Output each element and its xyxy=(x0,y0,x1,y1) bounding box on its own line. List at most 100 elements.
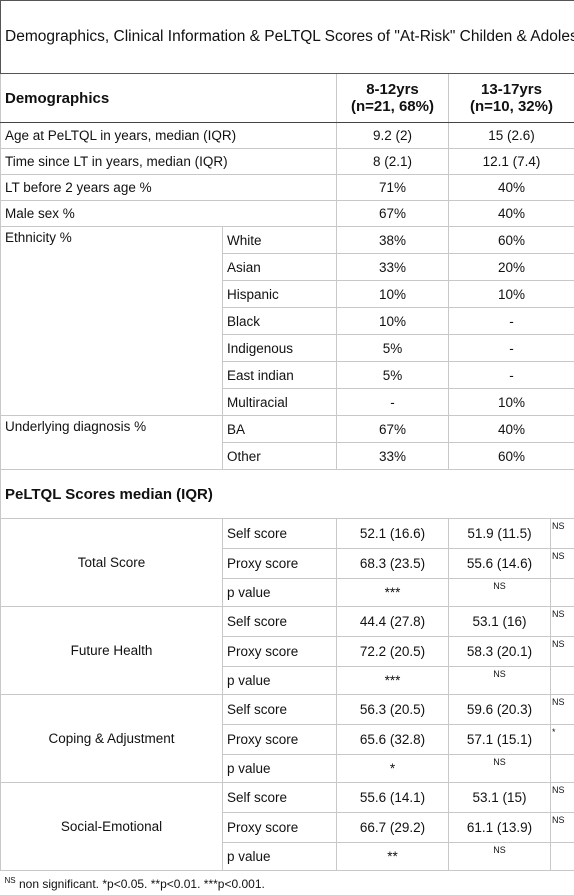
cell-value: 40% xyxy=(449,416,574,443)
cell-value: 12.1 (7.4) xyxy=(449,149,574,175)
cell-value: 60% xyxy=(449,227,574,254)
cell-value: 9.2 (2) xyxy=(337,123,449,149)
sub-label: Hispanic xyxy=(223,281,337,308)
section-label: Coping & Adjustment xyxy=(1,695,223,783)
cell-value: 10% xyxy=(449,281,574,308)
cell-value: 55.6 (14.1) xyxy=(337,783,449,813)
cell-value: 72.2 (20.5) xyxy=(337,637,449,667)
header-label: Demographics xyxy=(1,74,337,123)
sub-label: Self score xyxy=(223,783,337,813)
cell-value: 5% xyxy=(337,335,449,362)
cell-value: *** xyxy=(337,579,449,607)
cell-value: ** xyxy=(337,843,449,871)
cell-value: 8 (2.1) xyxy=(337,149,449,175)
footnote: NS non significant. *p<0.05. **p<0.01. *… xyxy=(1,871,574,895)
sub-label: Proxy score xyxy=(223,813,337,843)
significance-note: NS xyxy=(551,783,574,813)
sub-label: p value xyxy=(223,843,337,871)
cell-value: 68.3 (23.5) xyxy=(337,549,449,579)
footnote-text: non significant. *p<0.05. **p<0.01. ***p… xyxy=(19,877,265,891)
cell-value: 44.4 (27.8) xyxy=(337,607,449,637)
cell-value: 58.3 (20.1) xyxy=(449,637,551,667)
table-row: Demographics, Clinical Information & PeL… xyxy=(1,1,574,74)
cell-value: 57.1 (15.1) xyxy=(449,725,551,755)
significance-note: NS xyxy=(551,519,574,549)
page: Demographics, Clinical Information & PeL… xyxy=(0,0,574,864)
group-name: 13-17yrs xyxy=(453,81,570,98)
sub-label: Proxy score xyxy=(223,725,337,755)
cell-value: NS xyxy=(449,843,551,871)
cell-value: - xyxy=(337,389,449,416)
header-group: 13-17yrs(n=10, 32%) xyxy=(449,74,574,123)
scores-heading: PeLTQL Scores median (IQR) xyxy=(1,470,574,519)
cell-value: 33% xyxy=(337,254,449,281)
significance-note: NS xyxy=(551,813,574,843)
cell-value: 61.1 (13.9) xyxy=(449,813,551,843)
cell-value: 53.1 (16) xyxy=(449,607,551,637)
sub-label: Asian xyxy=(223,254,337,281)
significance-note: NS xyxy=(551,695,574,725)
cell-value: 52.1 (16.6) xyxy=(337,519,449,549)
sub-label: Black xyxy=(223,308,337,335)
cell-value: 15 (2.6) xyxy=(449,123,574,149)
section-label: Total Score xyxy=(1,519,223,607)
cell-value: 10% xyxy=(449,389,574,416)
cell-value: 55.6 (14.6) xyxy=(449,549,551,579)
group-label: Underlying diagnosis % xyxy=(1,416,223,470)
cell-value: 56.3 (20.5) xyxy=(337,695,449,725)
cell-value: 71% xyxy=(337,175,449,201)
sub-label: Other xyxy=(223,443,337,470)
cell-value: 40% xyxy=(449,175,574,201)
significance-note: NS xyxy=(551,549,574,579)
sub-label: East indian xyxy=(223,362,337,389)
cell-value: 59.6 (20.3) xyxy=(449,695,551,725)
cell-value: 65.6 (32.8) xyxy=(337,725,449,755)
empty-cell xyxy=(551,755,574,783)
table-row: Male sex %67%40% xyxy=(1,201,574,227)
cell-value: 51.9 (11.5) xyxy=(449,519,551,549)
significance-note: NS xyxy=(551,607,574,637)
cell-value: *** xyxy=(337,667,449,695)
cell-value: 67% xyxy=(337,201,449,227)
cell-value: NS xyxy=(449,579,551,607)
cell-value: 10% xyxy=(337,308,449,335)
sub-label: Self score xyxy=(223,607,337,637)
row-label: Male sex % xyxy=(1,201,337,227)
cell-value: 38% xyxy=(337,227,449,254)
table-row: PeLTQL Scores median (IQR) xyxy=(1,470,574,519)
sub-label: Proxy score xyxy=(223,637,337,667)
group-label: Ethnicity % xyxy=(1,227,223,416)
sub-label: BA xyxy=(223,416,337,443)
cell-value: - xyxy=(449,362,574,389)
row-label: Age at PeLTQL in years, median (IQR) xyxy=(1,123,337,149)
cell-value: - xyxy=(449,308,574,335)
cell-value: 20% xyxy=(449,254,574,281)
significance-note: * xyxy=(551,725,574,755)
cell-value: * xyxy=(337,755,449,783)
table-row: Age at PeLTQL in years, median (IQR)9.2 … xyxy=(1,123,574,149)
row-label: LT before 2 years age % xyxy=(1,175,337,201)
sub-label: Multiracial xyxy=(223,389,337,416)
footnote-mark: NS xyxy=(5,876,16,885)
sub-label: Proxy score xyxy=(223,549,337,579)
cell-value: NS xyxy=(449,667,551,695)
significance-note: NS xyxy=(551,637,574,667)
sub-label: p value xyxy=(223,755,337,783)
cell-value: 5% xyxy=(337,362,449,389)
sub-label: White xyxy=(223,227,337,254)
cell-value: 60% xyxy=(449,443,574,470)
empty-cell xyxy=(551,667,574,695)
sub-label: Self score xyxy=(223,519,337,549)
cell-value: - xyxy=(449,335,574,362)
cell-value: NS xyxy=(449,755,551,783)
cell-value: 40% xyxy=(449,201,574,227)
